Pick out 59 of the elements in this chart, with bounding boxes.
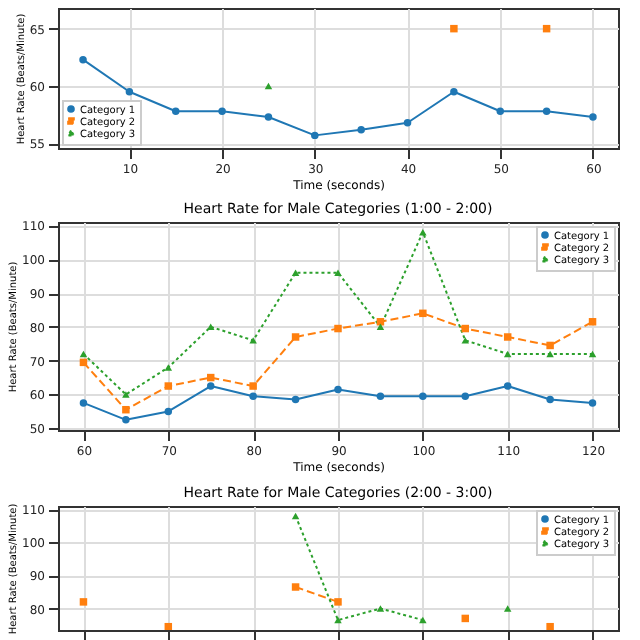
point — [334, 324, 342, 333]
point — [79, 399, 88, 407]
point — [450, 24, 458, 33]
point — [122, 405, 130, 414]
point — [311, 131, 319, 140]
point — [334, 269, 342, 276]
point — [503, 605, 512, 612]
point — [291, 395, 300, 404]
point — [79, 598, 88, 606]
point — [376, 323, 385, 331]
point — [419, 616, 427, 624]
point — [79, 350, 88, 358]
point — [291, 333, 300, 341]
point — [546, 395, 554, 404]
point — [546, 622, 554, 630]
point — [125, 88, 134, 96]
point — [376, 392, 385, 400]
point — [588, 350, 597, 358]
point — [450, 88, 458, 96]
point — [496, 107, 504, 116]
point — [172, 107, 180, 116]
point — [218, 107, 226, 116]
point — [334, 385, 342, 394]
point — [249, 382, 257, 390]
point — [249, 392, 257, 400]
point — [164, 622, 173, 630]
point — [334, 598, 342, 606]
point — [503, 350, 512, 358]
point — [164, 382, 173, 390]
point — [503, 382, 512, 390]
point — [206, 323, 215, 331]
point — [291, 269, 300, 276]
point — [122, 391, 130, 398]
point — [589, 113, 597, 121]
point — [291, 583, 300, 591]
point — [357, 125, 365, 134]
point — [588, 399, 597, 407]
point — [588, 318, 597, 326]
point — [79, 55, 87, 64]
point — [334, 616, 342, 624]
point — [461, 337, 470, 344]
point — [264, 113, 273, 121]
point — [419, 309, 427, 318]
point — [164, 407, 173, 416]
point — [503, 333, 512, 341]
point — [542, 107, 551, 116]
point — [206, 382, 215, 390]
point — [461, 392, 470, 400]
point — [546, 341, 554, 350]
point — [419, 392, 427, 400]
point — [164, 364, 173, 371]
point — [403, 119, 412, 127]
point — [546, 350, 554, 358]
point — [376, 318, 385, 326]
point — [122, 416, 130, 424]
point — [376, 605, 385, 612]
point — [249, 337, 257, 344]
point — [291, 512, 300, 520]
point — [264, 82, 273, 90]
